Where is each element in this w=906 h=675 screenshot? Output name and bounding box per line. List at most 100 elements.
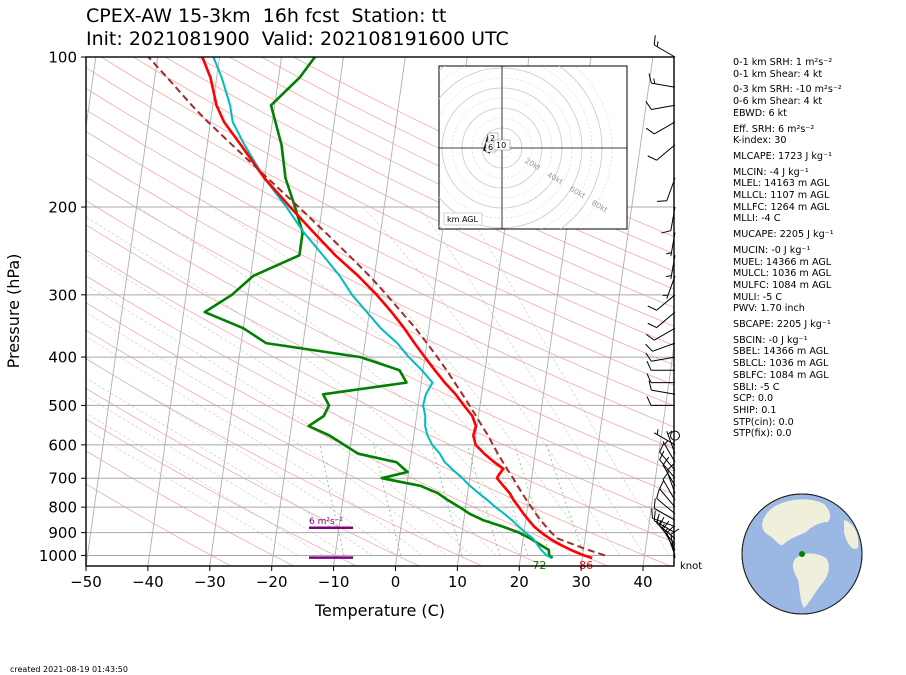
stat-line: SBLFC: 1084 m AGL (733, 369, 829, 381)
profile-series (147, 57, 606, 560)
wind-barb (651, 508, 676, 528)
temperature-line (201, 57, 593, 560)
wind-barb (656, 177, 676, 202)
wind-barb (662, 275, 676, 299)
dry-adiabat (164, 57, 674, 308)
wind-barb (645, 121, 676, 135)
isotherm (86, 57, 159, 566)
y-tick-label: 600 (48, 436, 77, 454)
stat-line: MLCIN: -4 J kg⁻¹ (733, 166, 809, 178)
moist-adiabat (464, 206, 670, 556)
y-tick-label: 700 (48, 470, 77, 488)
dry-adiabat (86, 224, 674, 519)
stat-line: MUEL: 14366 m AGL (733, 256, 832, 268)
helicity-label: 6 m²s⁻² (309, 517, 343, 527)
y-tick-label: 300 (48, 286, 77, 304)
stat-line: 0-6 km Shear: 4 kt (733, 96, 823, 108)
wind-barb (656, 488, 676, 515)
isotherm (333, 57, 406, 566)
stat-line: STP(fix): 0.0 (733, 428, 792, 440)
stat-line: STP(cin): 0.0 (733, 416, 794, 428)
wind-barb (647, 294, 676, 311)
station-marker (799, 551, 805, 557)
stat-line: MLLFC: 1264 m AGL (733, 201, 830, 213)
stat-line: MLCAPE: 1723 J kg⁻¹ (733, 150, 832, 162)
x-tick-label: 20 (510, 573, 529, 591)
stat-line: MULI: -5 C (733, 291, 783, 303)
stat-line: SBEL: 14366 m AGL (733, 346, 829, 358)
wind-barb (670, 528, 680, 559)
y-tick-label: 100 (48, 49, 77, 67)
stat-line: MUCIN: -0 J kg⁻¹ (733, 244, 811, 256)
isotherm (209, 57, 282, 566)
stat-line: SBCIN: -0 J kg⁻¹ (733, 334, 808, 346)
hodograph-frame (438, 65, 628, 230)
wind-barb (645, 342, 676, 352)
dry-adiabat (86, 450, 294, 566)
stat-line: SHIP: 0.1 (733, 404, 777, 416)
dry-adiabat (197, 57, 674, 290)
wind-barb (646, 361, 675, 371)
y-tick-label: 200 (48, 199, 77, 217)
stat-line: 0-1 km SRH: 1 m²s⁻² (733, 57, 833, 68)
created-timestamp: created 2021-08-19 01:43:50 (10, 665, 128, 674)
wind-barb (645, 101, 676, 110)
dry-adiabat (86, 87, 674, 386)
wind-barb (653, 498, 676, 521)
dry-adiabat (86, 176, 674, 472)
wind-barb (648, 380, 676, 395)
wind-barb (645, 327, 676, 341)
dry-adiabat (132, 57, 674, 327)
wind-barb (666, 255, 676, 280)
wind-barb (648, 73, 676, 88)
dry-adiabat (86, 67, 674, 366)
stat-line: MULFC: 1084 m AGL (733, 279, 832, 291)
wetbulb-line (203, 57, 554, 560)
background-lines (86, 57, 674, 566)
wind-barb (646, 373, 675, 384)
isotherm (642, 343, 674, 566)
x-axis-label: Temperature (C) (314, 601, 445, 620)
y-axis-label: Pressure (hPa) (4, 254, 23, 369)
moist-adiabat (86, 252, 497, 556)
chart-title-line2: Init: 2021081900 Valid: 202108191600 UTC (86, 28, 509, 50)
x-tick-label: −50 (70, 573, 102, 591)
y-tick-label: 1000 (39, 547, 77, 565)
plot-frame (85, 56, 675, 567)
stat-line: EBWD: 6 kt (733, 107, 787, 119)
x-tick-label: 30 (572, 573, 591, 591)
wind-barb (659, 450, 676, 479)
chart-title-line1: CPEX-AW 15-3km 16h fcst Station: tt (86, 5, 447, 27)
stat-line: MULCL: 1036 m AGL (733, 268, 832, 280)
stat-line: PWV: 1.70 inch (733, 303, 805, 315)
x-tick-label: −20 (256, 573, 288, 591)
globe-land-east (844, 520, 859, 549)
stat-line: Eff. SRH: 6 m²s⁻² (733, 123, 815, 135)
parcel-line (147, 57, 606, 557)
moist-adiabat (362, 206, 621, 556)
wind-barb (645, 352, 676, 362)
dry-adiabat (86, 131, 674, 428)
dry-adiabat (86, 302, 608, 566)
mixing-ratio-line (373, 444, 402, 556)
hodograph-corner-label: km AGL (447, 215, 479, 224)
calm-wind-marker (670, 430, 680, 441)
stat-line: 0-3 km SRH: -10 m²s⁻² (733, 84, 842, 96)
stat-line: MLEL: 14163 m AGL (733, 178, 830, 190)
dry-adiabat (86, 483, 232, 566)
mixing-ratio-line (319, 444, 345, 556)
stat-line: SBLCL: 1036 m AGL (733, 358, 829, 370)
dry-adiabat (229, 57, 674, 272)
stat-line: SCP: 0.0 (733, 393, 774, 405)
dry-adiabat (86, 109, 674, 407)
y-tick-label: 800 (48, 499, 77, 517)
dry-adiabat (100, 57, 674, 346)
stat-line: MUCAPE: 2205 J kg⁻¹ (733, 229, 834, 241)
dry-adiabat (86, 418, 357, 566)
stat-line: SBLI: -5 C (733, 381, 780, 393)
hodograph-height-label: 2 (490, 134, 495, 143)
dry-adiabat (86, 249, 674, 543)
stability-indices-panel: 0-1 km SRH: 1 m²s⁻² 0-1 km Shear: 4 kt 0-3… (733, 57, 842, 440)
x-tick-label: −10 (318, 573, 350, 591)
wind-barb (647, 311, 676, 329)
